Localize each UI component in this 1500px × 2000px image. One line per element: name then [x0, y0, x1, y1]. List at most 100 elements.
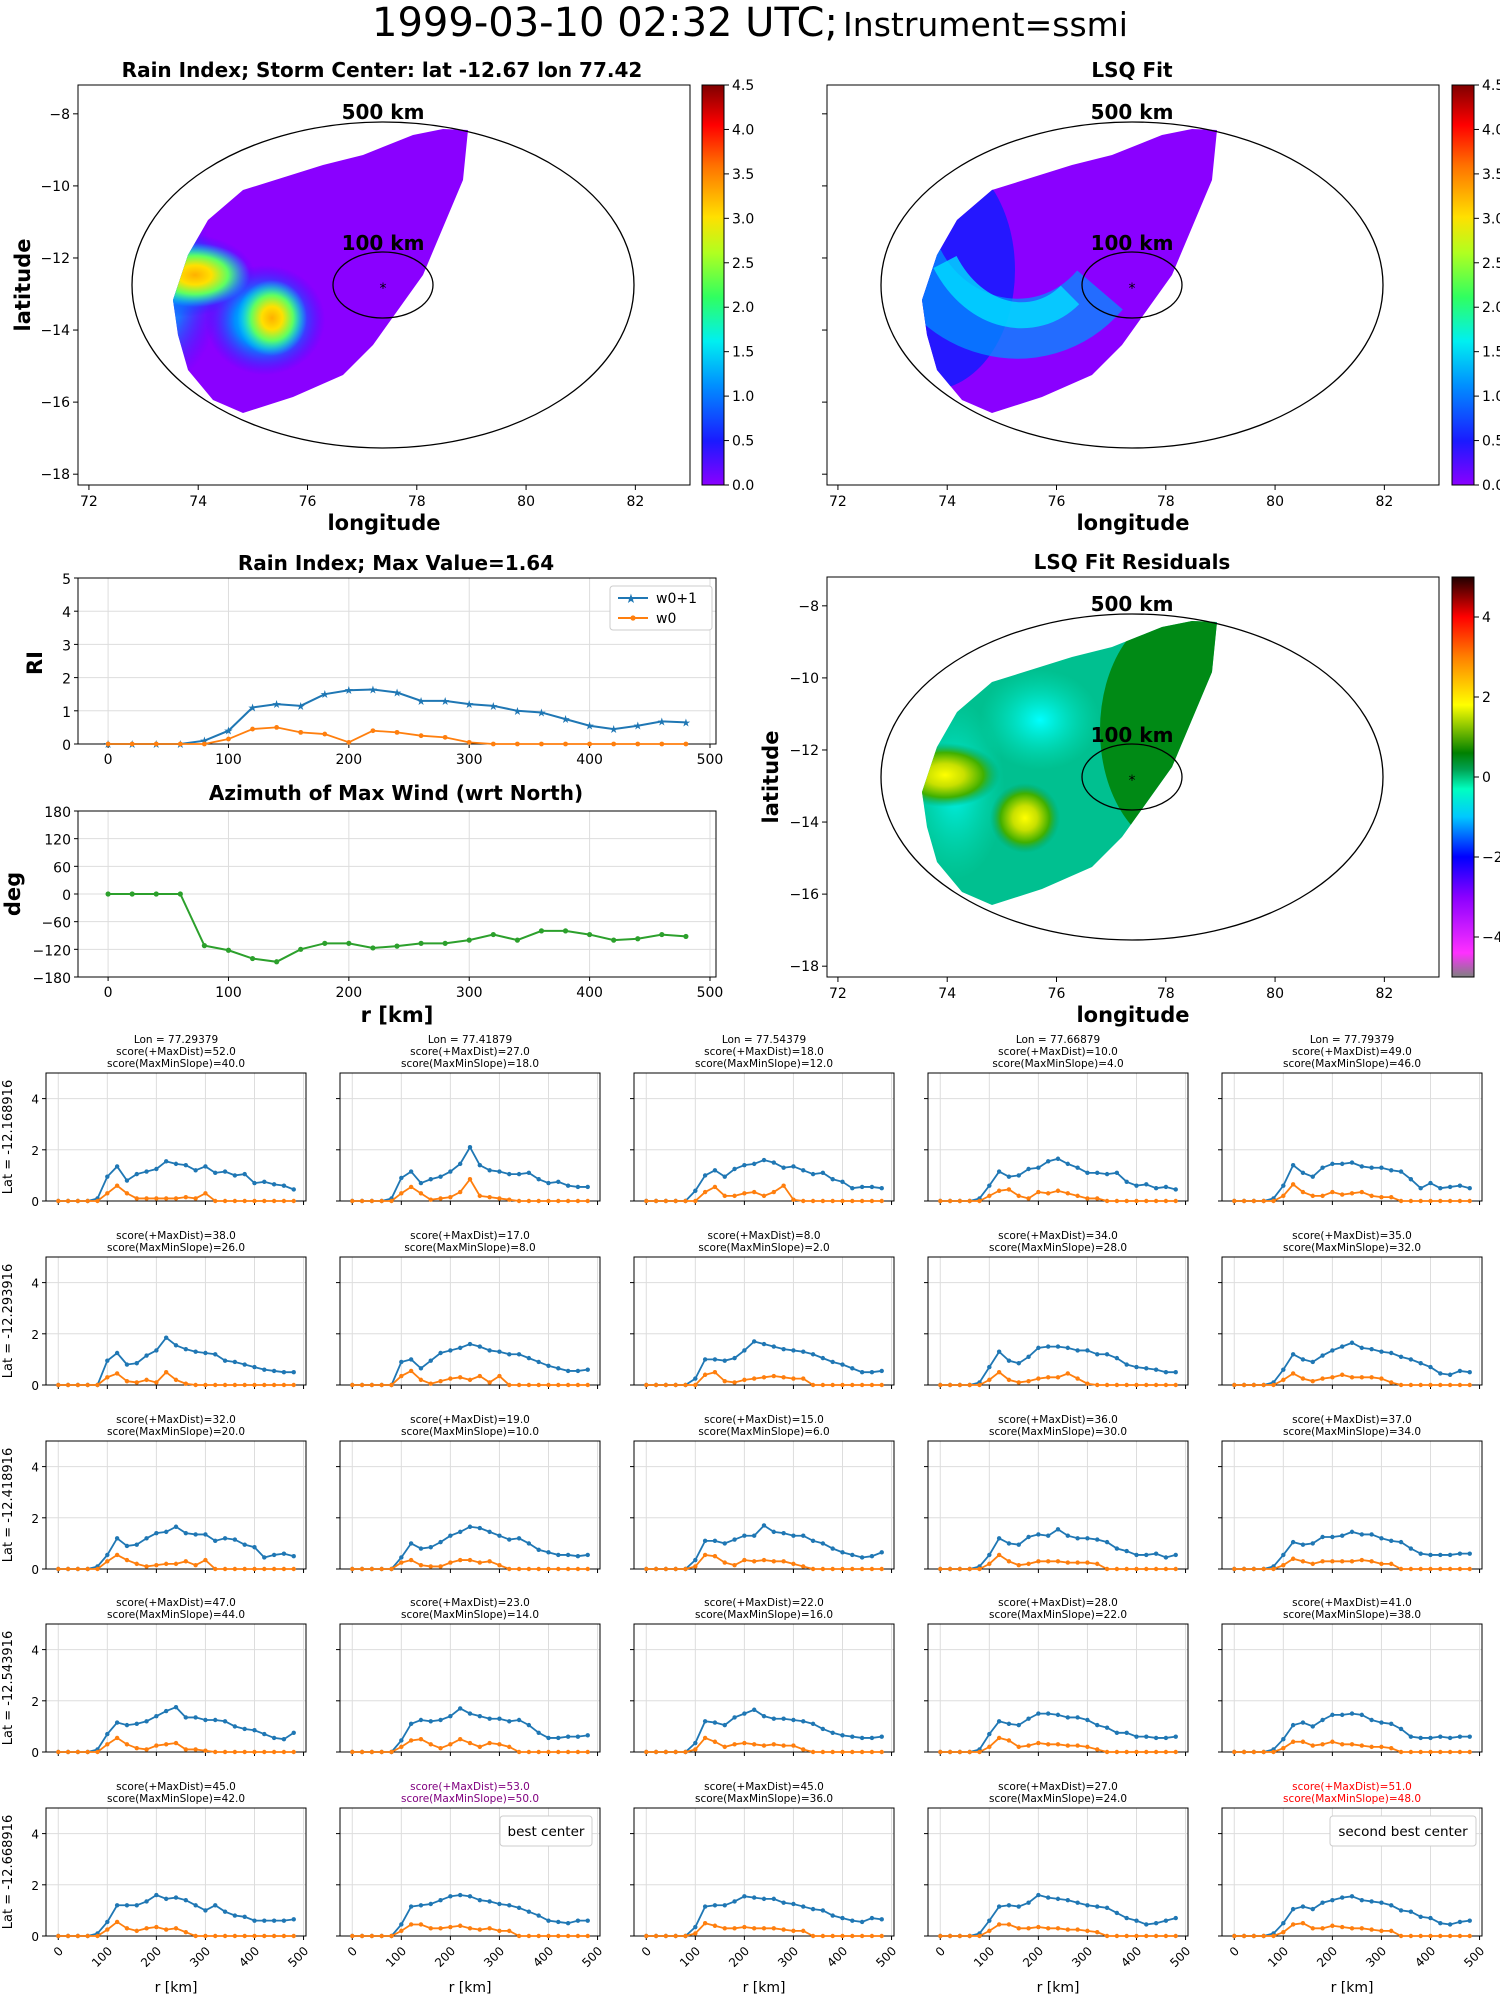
candidate-panel-r4-c2: score(+MaxDist)=23.0score(MaxMinSlope)=1…: [336, 1597, 601, 1756]
data-point: [751, 1707, 757, 1712]
data-point: [1467, 1382, 1472, 1388]
data-point: [487, 1380, 492, 1385]
data-point: [56, 1566, 61, 1572]
data-point: [1085, 1928, 1090, 1934]
data-point: [124, 1742, 130, 1747]
data-point: [163, 1561, 169, 1567]
y-tick-label: 2: [31, 1879, 39, 1893]
y-tick-label: 2: [31, 1144, 39, 1158]
data-point: [1006, 1738, 1012, 1743]
data-point: [712, 1538, 718, 1544]
radius-500km-circle: [131, 121, 635, 449]
data-point: [556, 1552, 561, 1558]
data-point: [957, 1933, 963, 1939]
data-point: [516, 1905, 522, 1911]
data-point: [262, 1555, 267, 1560]
x-tick-label: 72: [829, 494, 847, 510]
data-point: [702, 1173, 708, 1178]
data-point: [1428, 1933, 1433, 1939]
data-point: [173, 1740, 179, 1746]
data-point: [1418, 1361, 1423, 1366]
candidate-panel-title: score(+MaxDist)=36.0: [998, 1414, 1118, 1426]
data-point: [1006, 1377, 1012, 1383]
data-point: [1320, 1534, 1325, 1540]
candidate-panel-title: score(MaxMinSlope)=10.0: [401, 1426, 539, 1438]
data-point: [95, 1566, 100, 1572]
data-point: [1232, 1566, 1237, 1572]
data-point: [1124, 1198, 1129, 1204]
data-point: [987, 1364, 992, 1370]
azimuth-chart: Azimuth of Max Wind (wrt North) 0 100 200 3…: [1, 781, 723, 1027]
data-point: [1320, 1376, 1325, 1381]
data-point: [1320, 1717, 1325, 1723]
data-point: [947, 1382, 953, 1388]
data-point: [575, 1382, 581, 1388]
candidate-panel-title: score(MaxMinSlope)=4.0: [992, 1058, 1123, 1070]
data-point: [1408, 1546, 1414, 1551]
candidate-panel-r1-c3: Lon = 77.54379score(+MaxDist)=18.0score(…: [630, 1034, 895, 1205]
data-point: [467, 1177, 473, 1182]
y-tick-label: −10: [789, 671, 819, 687]
data-point: [536, 1382, 541, 1388]
data-point: [232, 1173, 238, 1178]
data-point: [408, 1904, 414, 1909]
data-point: [467, 1740, 473, 1746]
data-point: [394, 729, 400, 735]
candidate-panel-title: score(+MaxDist)=10.0: [998, 1046, 1118, 1058]
data-point: [761, 1743, 767, 1748]
data-point: [448, 1894, 453, 1899]
plot-background: [46, 1441, 306, 1569]
y-tick-label: 0: [31, 1563, 39, 1577]
data-point: [428, 1545, 433, 1550]
data-point: [173, 1524, 179, 1529]
data-point: [1369, 1717, 1374, 1723]
data-point: [114, 1735, 120, 1741]
x-tick-label: 200: [1314, 1944, 1340, 1970]
data-point: [850, 1198, 855, 1204]
data-point: [124, 1722, 130, 1728]
data-point: [556, 1179, 561, 1185]
candidate-panel-r3-c3: score(+MaxDist)=15.0score(MaxMinSlope)=6…: [630, 1414, 895, 1573]
data-point: [1134, 1566, 1139, 1572]
data-point: [585, 1733, 590, 1738]
data-point: [546, 1180, 551, 1186]
data-point: [129, 741, 135, 747]
data-point: [507, 1566, 512, 1572]
data-point: [1379, 1349, 1384, 1354]
data-point: [673, 1749, 678, 1755]
data-point: [359, 1933, 365, 1939]
data-point: [742, 1191, 747, 1196]
data-point: [1389, 1380, 1394, 1385]
data-point: [1045, 1742, 1051, 1747]
data-point: [1339, 1372, 1345, 1377]
data-point: [781, 1375, 786, 1380]
data-point: [585, 1552, 590, 1558]
data-point: [1065, 1191, 1071, 1196]
y-tick-label: 0: [31, 1379, 39, 1393]
data-point: [742, 1162, 747, 1168]
data-point: [1389, 1745, 1394, 1751]
data-point: [1163, 1198, 1169, 1204]
data-point: [938, 1933, 943, 1939]
data-point: [1467, 1551, 1472, 1556]
data-point: [1438, 1566, 1443, 1572]
y-tick-label: −16: [40, 395, 70, 411]
data-point: [467, 1894, 473, 1899]
x-tick-label: 200: [1020, 1944, 1046, 1970]
data-point: [1398, 1749, 1404, 1755]
data-point: [987, 1183, 992, 1188]
data-point: [712, 1357, 718, 1362]
data-point: [369, 1382, 375, 1388]
candidate-panel-title: Lon = 77.79379: [1310, 1034, 1394, 1046]
data-point: [1457, 1551, 1463, 1556]
data-point: [252, 1566, 257, 1572]
data-point: [732, 1380, 737, 1385]
x-tick-label: 100: [971, 1944, 997, 1970]
candidate-panel-r3-c4: score(+MaxDist)=36.0score(MaxMinSlope)=3…: [924, 1414, 1189, 1573]
data-point: [477, 1897, 483, 1903]
colorbar-tick-label: 4: [1482, 610, 1491, 626]
data-point: [242, 1382, 247, 1388]
data-point: [712, 1554, 718, 1559]
data-point: [810, 1906, 816, 1912]
data-point: [702, 1189, 708, 1195]
